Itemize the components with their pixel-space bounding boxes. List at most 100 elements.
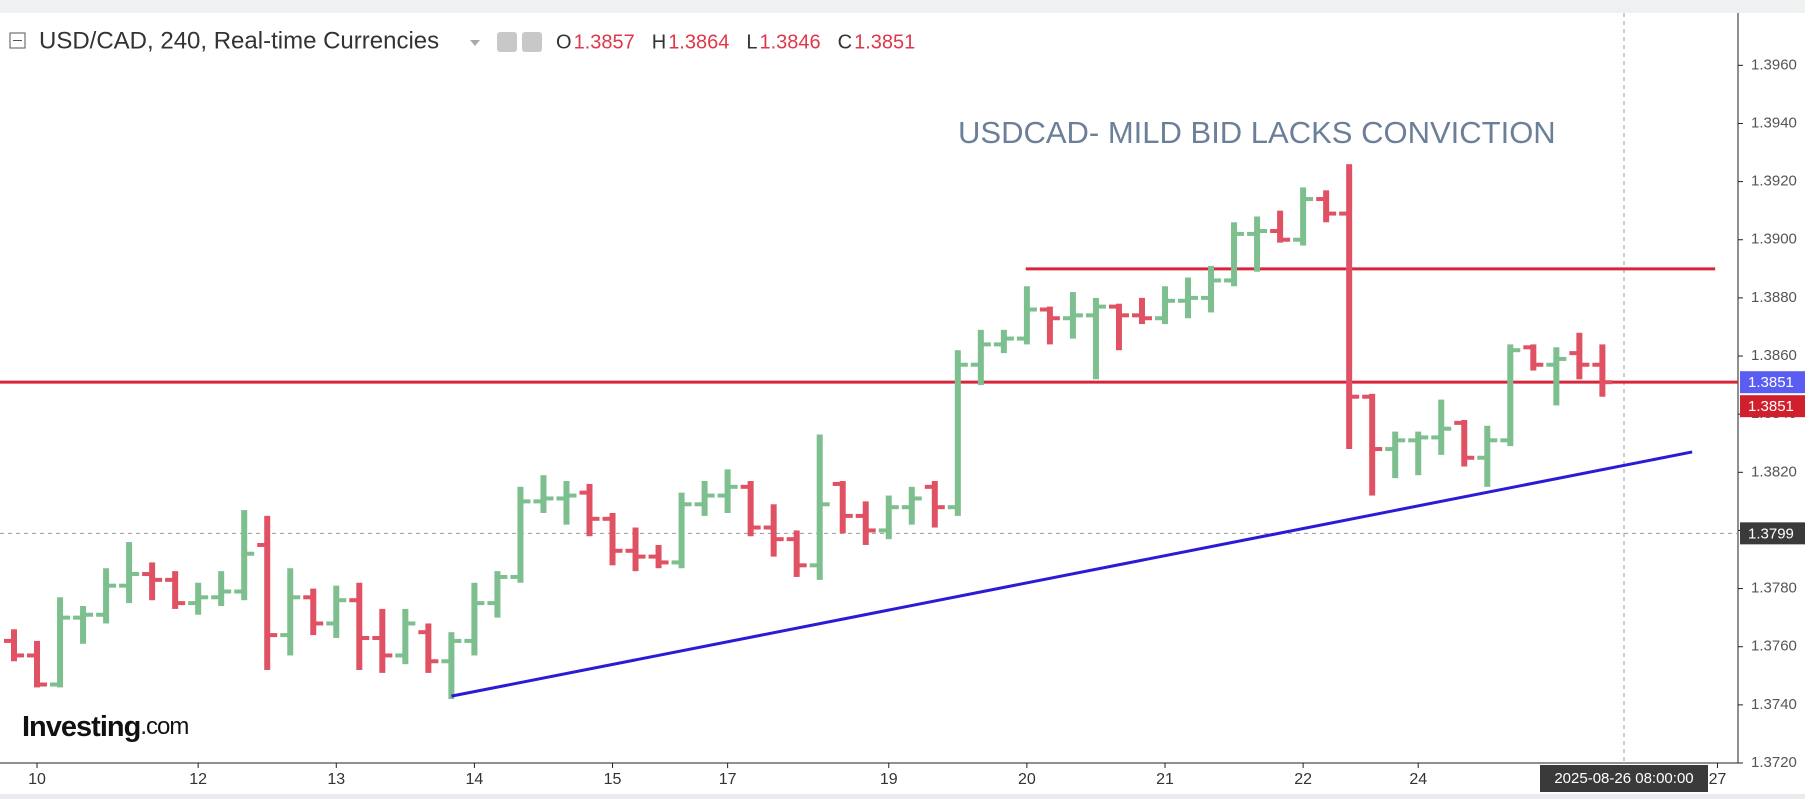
ohlc-range xyxy=(287,568,294,656)
ohlc-range xyxy=(908,486,915,525)
ohlc-close xyxy=(614,548,623,553)
ohlc-range xyxy=(1507,344,1514,447)
settings-button[interactable] xyxy=(522,32,542,52)
ohlc-open xyxy=(878,528,887,533)
ohlc-close xyxy=(430,659,439,664)
ohlc-close xyxy=(1466,455,1475,460)
ohlc-close xyxy=(568,493,577,498)
ohlc-close xyxy=(545,496,554,501)
ohlc-open xyxy=(1569,351,1578,356)
ohlc-close xyxy=(315,621,324,626)
ohlc-close xyxy=(936,505,945,510)
ohlc-range xyxy=(126,542,133,604)
ohlc-open xyxy=(1201,295,1210,300)
ohlc-close xyxy=(384,653,393,658)
y-tick-label: 1.3920 xyxy=(1751,173,1797,190)
ohlc-range xyxy=(540,475,547,513)
ohlc-open xyxy=(832,481,841,486)
last-price-tag-bg xyxy=(1740,395,1805,418)
ohlc-close xyxy=(798,563,807,568)
ohlc-close xyxy=(1074,313,1083,318)
ohlc-close xyxy=(1120,313,1129,318)
ohlc-open xyxy=(740,484,749,489)
ohlc-close xyxy=(729,484,738,489)
ohlc-close xyxy=(1143,316,1152,321)
ohlc-close xyxy=(499,574,508,579)
ohlc-range xyxy=(1369,393,1376,496)
ohlc-open xyxy=(556,496,565,501)
ohlc-open xyxy=(1247,231,1256,236)
ohlc-range xyxy=(80,606,87,644)
last-price-tag: 1.3851 xyxy=(1748,398,1794,415)
ohlc-range xyxy=(195,582,202,615)
ohlc-open xyxy=(947,505,956,510)
ohlc-close xyxy=(522,499,531,504)
trendline xyxy=(451,450,1693,698)
level-tag: 1.3851 xyxy=(1748,374,1794,391)
x-tick-label: 24 xyxy=(1409,771,1427,788)
y-tick-label: 1.3860 xyxy=(1751,347,1797,364)
ohlc-range xyxy=(1023,286,1030,345)
ohlc-close xyxy=(1604,380,1613,385)
ohlc-open xyxy=(234,589,243,594)
ohlc-range xyxy=(747,481,754,537)
ohlc-open xyxy=(648,554,657,559)
x-tick-label: 27 xyxy=(1709,771,1727,788)
ohlc-open xyxy=(303,595,312,600)
collapse-icon[interactable] xyxy=(9,32,26,49)
x-tick-label: 17 xyxy=(719,771,737,788)
ohlc-close xyxy=(1213,278,1222,283)
eye-button[interactable] xyxy=(497,32,517,52)
ohlc-close xyxy=(200,595,209,600)
ohlc-close xyxy=(591,516,600,521)
ohlc-close xyxy=(959,362,968,367)
ohlc-open xyxy=(1316,197,1325,202)
x-tick-label: 20 xyxy=(1018,771,1036,788)
ohlc-range xyxy=(816,434,823,580)
y-tick-label: 1.3820 xyxy=(1751,463,1797,480)
ohlc-range xyxy=(1530,344,1537,371)
ohlc-close xyxy=(1097,304,1106,309)
ohlc-range xyxy=(1092,297,1099,380)
ohlc-open xyxy=(533,499,542,504)
ohlc-close xyxy=(1005,336,1014,341)
x-tick-label: 10 xyxy=(28,771,46,788)
ohlc-range xyxy=(954,350,961,516)
ohlc-range xyxy=(977,329,984,386)
ohlc-open xyxy=(1477,455,1486,460)
ohlc-value: 1.3864 xyxy=(668,31,729,53)
logo-main: Investing xyxy=(22,711,140,743)
ohlc-range xyxy=(563,481,570,525)
ohlc-open xyxy=(96,612,105,617)
ohlc-open xyxy=(326,621,335,626)
ohlc-range xyxy=(1277,210,1284,243)
ohlc-open xyxy=(717,493,726,498)
y-tick-label: 1.3720 xyxy=(1751,754,1797,771)
ohlc-open xyxy=(786,537,795,542)
x-tick-label: 15 xyxy=(604,771,622,788)
ohlc-open xyxy=(809,563,818,568)
ohlc-range xyxy=(1461,419,1468,467)
ohlc-close xyxy=(1051,316,1060,321)
dropdown-arrow[interactable] xyxy=(470,40,480,46)
ohlc-open xyxy=(372,636,381,640)
ohlc-range xyxy=(586,483,593,537)
ohlc-open xyxy=(763,525,772,530)
ohlc-close xyxy=(1259,229,1268,234)
ohlc-open xyxy=(280,633,289,638)
ohlc-range xyxy=(356,582,363,670)
ohlc-open xyxy=(1131,313,1140,318)
ohlc-range xyxy=(1415,431,1422,476)
level-tag-bg xyxy=(1740,371,1805,394)
chart-title: USD/CAD, 240, Real-time Currencies xyxy=(39,27,439,54)
ohlc-range xyxy=(839,481,846,534)
ohlc-open xyxy=(487,601,496,606)
ohlc-close xyxy=(637,554,646,559)
ohlc-close xyxy=(292,595,301,600)
ohlc-range xyxy=(1392,431,1399,479)
ohlc-close xyxy=(62,615,71,620)
ohlc-range xyxy=(1553,347,1560,406)
ohlc-close xyxy=(913,496,922,501)
y-tick-label: 1.3940 xyxy=(1751,114,1797,131)
ohlc-range xyxy=(609,513,616,566)
